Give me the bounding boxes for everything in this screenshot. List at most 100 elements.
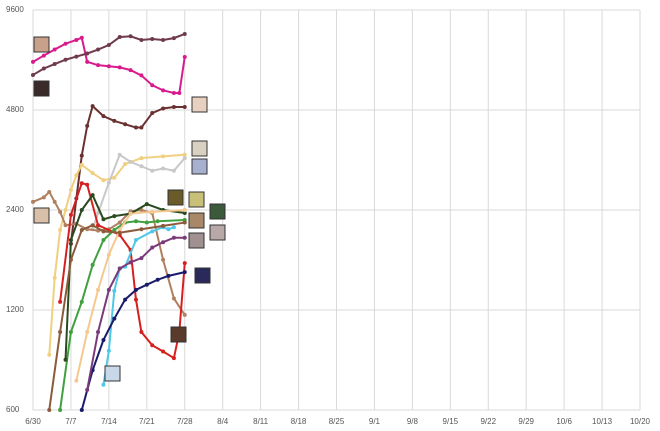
data-point <box>150 229 155 234</box>
data-point <box>139 73 144 78</box>
data-point <box>52 47 57 52</box>
data-point <box>161 257 166 262</box>
data-point <box>128 159 133 164</box>
data-point <box>106 348 111 353</box>
data-point <box>52 199 57 204</box>
data-point <box>117 152 122 157</box>
data-point <box>101 229 106 234</box>
data-point <box>52 275 57 280</box>
data-point <box>106 43 111 48</box>
data-point <box>128 34 133 39</box>
data-point <box>161 166 166 171</box>
data-point <box>90 223 95 228</box>
data-point <box>171 225 176 230</box>
data-point <box>144 282 149 287</box>
data-point <box>58 227 63 232</box>
data-point <box>68 212 73 217</box>
data-point <box>182 270 187 275</box>
x-tick-label: 9/15 <box>443 417 459 426</box>
data-point <box>68 187 73 192</box>
data-point <box>117 230 122 235</box>
data-point <box>74 378 79 383</box>
data-point <box>150 209 155 214</box>
avatar-icon <box>167 189 184 206</box>
data-point <box>182 312 187 317</box>
data-point <box>161 106 166 111</box>
data-point <box>96 223 101 228</box>
data-point <box>58 209 63 214</box>
data-point <box>41 195 46 200</box>
data-point <box>117 65 122 70</box>
data-point <box>150 168 155 173</box>
data-point <box>182 220 187 225</box>
data-point <box>79 153 84 158</box>
data-point <box>117 227 122 232</box>
avatar-icon <box>209 224 226 241</box>
data-point <box>150 111 155 116</box>
data-point <box>96 211 101 216</box>
avatar-icon <box>104 365 121 382</box>
data-point <box>161 37 166 42</box>
data-point <box>177 91 182 96</box>
data-point <box>182 235 187 240</box>
data-point <box>117 35 122 40</box>
data-point <box>68 330 73 335</box>
data-point <box>150 343 155 348</box>
data-point <box>123 162 128 167</box>
x-tick-label: 6/30 <box>25 417 41 426</box>
data-point <box>106 252 111 257</box>
data-point <box>139 125 144 130</box>
data-point <box>106 64 111 69</box>
x-tick-label: 10/13 <box>592 417 613 426</box>
data-point <box>85 51 90 56</box>
data-point <box>79 162 84 167</box>
data-point <box>63 57 68 62</box>
data-point <box>63 208 68 212</box>
data-point <box>85 59 90 64</box>
data-point <box>58 299 63 304</box>
data-point <box>139 37 144 42</box>
data-point <box>155 219 160 224</box>
data-point <box>150 245 155 250</box>
data-point <box>133 297 138 302</box>
data-point <box>139 256 144 261</box>
data-point <box>85 182 90 187</box>
x-tick-label: 7/7 <box>65 417 77 426</box>
data-point <box>128 211 133 216</box>
data-point <box>90 171 95 176</box>
data-point <box>171 105 176 110</box>
data-point <box>123 297 128 302</box>
data-point <box>63 357 68 362</box>
data-point <box>112 288 117 293</box>
avatar-icon <box>191 96 208 113</box>
data-point <box>182 261 187 266</box>
data-point <box>139 164 144 169</box>
data-point <box>90 193 95 198</box>
data-point <box>171 356 176 361</box>
data-point <box>101 114 106 119</box>
data-point <box>139 156 144 161</box>
data-point <box>112 118 117 123</box>
data-point <box>79 227 84 232</box>
data-point <box>161 88 166 93</box>
data-point <box>47 408 52 412</box>
x-tick-label: 7/28 <box>177 417 193 426</box>
data-point <box>68 237 73 242</box>
data-point <box>101 217 106 222</box>
data-point <box>112 175 117 180</box>
data-point <box>161 154 166 159</box>
x-tick-label: 8/4 <box>217 417 229 426</box>
data-point <box>31 199 35 204</box>
data-point <box>182 211 187 216</box>
data-point <box>166 273 171 278</box>
avatar-icon <box>191 158 208 175</box>
data-point <box>79 35 84 40</box>
data-point <box>171 168 176 173</box>
series-line <box>86 236 185 391</box>
data-point <box>112 227 117 232</box>
data-point <box>171 36 176 41</box>
data-point <box>74 54 79 59</box>
avatar-icon <box>188 191 205 208</box>
data-point <box>74 37 79 42</box>
